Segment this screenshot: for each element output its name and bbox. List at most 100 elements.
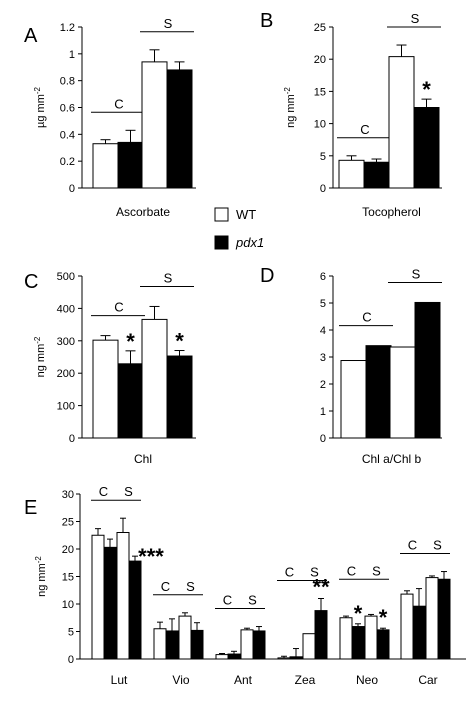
bar-ant-pdx1-c	[227, 653, 241, 660]
bar-ant-pdx1-s	[252, 630, 266, 660]
y-tick-label: 300	[57, 336, 75, 348]
panel-a: A 0 0.2 0.4 0.6 0.8 1 1.2 µg mm-2 Ascorbate C S	[24, 16, 196, 219]
group-label-s: S	[164, 270, 173, 285]
bar-wt-s	[389, 346, 416, 439]
bar-neo-wt-c	[339, 617, 353, 660]
bar-zea-pdx1-c	[289, 656, 303, 660]
y-tick-label: 400	[57, 303, 75, 315]
y-tick-label: 3	[320, 352, 326, 364]
bar-neo-pdx1-s	[376, 629, 390, 660]
legend-pdx1-label: pdx1	[235, 235, 264, 250]
panel-c: C 0 100 200 300 400 500 ng mm-2 Chl C S * *	[24, 270, 196, 466]
bar-pdx1-c	[365, 345, 392, 439]
group-label-s: S	[411, 11, 420, 26]
y-tick-label: 0	[320, 433, 326, 445]
y-tick-label: 1.2	[60, 22, 75, 34]
bar-lut-pdx1-c	[103, 546, 117, 660]
y-tick-label: 5	[320, 298, 326, 310]
y-tick-label: 0.2	[60, 156, 75, 168]
significance-star: **	[312, 575, 330, 600]
y-tick-label: 100	[57, 401, 75, 413]
bar-wt-c	[92, 339, 119, 439]
y-tick-label: 5	[320, 151, 326, 163]
bar-car-pdx1-s	[437, 578, 451, 660]
group-label-s: S	[164, 16, 173, 31]
y-tick-label: 6	[320, 271, 326, 283]
y-tick-label: 20	[314, 54, 326, 66]
bar-wt-s	[388, 56, 415, 189]
y-axis-label: ng mm-2	[33, 336, 48, 377]
subgroup-label-c: C	[99, 484, 108, 499]
subgroup-label-s: S	[310, 565, 319, 580]
bar-vio-pdx1-s	[190, 629, 204, 660]
subgroup-label-s: S	[433, 538, 442, 553]
bar-car-wt-c	[400, 593, 414, 660]
significance-star: ***	[138, 544, 164, 569]
y-tick-label: 10	[314, 119, 326, 131]
significance-star: *	[175, 329, 184, 354]
y-tick-label: 30	[62, 489, 74, 501]
panel-letter: D	[260, 265, 274, 287]
bar-neo-wt-s	[364, 615, 378, 660]
y-tick-label: 0	[69, 433, 75, 445]
bar-wt-c	[92, 143, 119, 189]
x-axis-label: Chl	[134, 452, 152, 466]
y-tick-label: 25	[62, 517, 74, 529]
x-axis-label: Tocopherol	[362, 205, 421, 219]
y-tick-label: 0	[68, 654, 74, 666]
significance-star: *	[379, 605, 388, 630]
ylabel-superscript: -2	[33, 86, 42, 94]
chart-layer: A 0 0.2 0.4 0.6 0.8 1 1.2 µg mm-2 Ascorbate C S B 0 5 1…	[24, 10, 466, 687]
ylabel-superscript: -2	[283, 87, 292, 95]
y-tick-label: 25	[314, 22, 326, 34]
x-axis-label: Chl a/Chl b	[362, 452, 422, 466]
bar-vio-wt-s	[178, 615, 192, 660]
panel-letter: C	[24, 271, 38, 293]
y-axis-label: ng mm-2	[283, 87, 298, 128]
significance-star: *	[126, 329, 135, 354]
subgroup-label-c: C	[161, 579, 170, 594]
subgroup-label-s: S	[248, 593, 257, 608]
bar-lut-wt-s	[116, 532, 130, 660]
bar-pdx1-s	[166, 69, 193, 189]
bar-wt-s	[141, 318, 168, 439]
group-label-c: C	[360, 122, 369, 137]
y-axis-label: ng mm-2	[34, 556, 49, 597]
y-tick-label: 10	[62, 599, 74, 611]
category-label-zea: Zea	[295, 673, 316, 687]
bar-vio-wt-c	[153, 628, 167, 660]
y-tick-label: 0	[320, 183, 326, 195]
bar-lut-wt-c	[91, 534, 105, 660]
ylabel-superscript: -2	[34, 556, 43, 564]
group-label-c: C	[114, 300, 123, 315]
bar-pdx1-s	[413, 107, 440, 189]
subgroup-label-s: S	[186, 579, 195, 594]
bar-wt-c	[340, 360, 367, 439]
category-label-ant: Ant	[234, 673, 253, 687]
legend-wt-swatch	[214, 207, 229, 222]
bar-lut-pdx1-s	[128, 560, 142, 660]
y-tick-label: 20	[62, 544, 74, 556]
group-label-c: C	[114, 96, 123, 111]
subgroup-label-c: C	[347, 563, 356, 578]
subgroup-label-c: C	[408, 538, 417, 553]
y-tick-label: 500	[57, 271, 75, 283]
y-tick-label: 15	[62, 572, 74, 584]
bar-ant-wt-c	[215, 654, 229, 660]
group-label-c: C	[362, 310, 371, 325]
bar-pdx1-s	[414, 301, 441, 439]
significance-star: *	[422, 77, 431, 102]
category-label-lut: Lut	[111, 673, 128, 687]
subgroup-label-c: C	[285, 565, 294, 580]
bar-pdx1-c	[363, 161, 390, 189]
subgroup-label-s: S	[124, 484, 133, 499]
y-tick-label: 15	[314, 86, 326, 98]
bar-wt-s	[141, 61, 168, 189]
panel-d: D 0 1 2 3 4 5 6 Chl a/Chl b C S	[260, 265, 442, 466]
group-label-s: S	[412, 266, 421, 281]
y-tick-label: 0.6	[60, 103, 75, 115]
bar-zea-pdx1-s	[314, 610, 328, 660]
y-axis-label: µg mm-2	[33, 86, 48, 128]
y-tick-label: 5	[68, 627, 74, 639]
y-tick-label: 4	[320, 325, 326, 337]
